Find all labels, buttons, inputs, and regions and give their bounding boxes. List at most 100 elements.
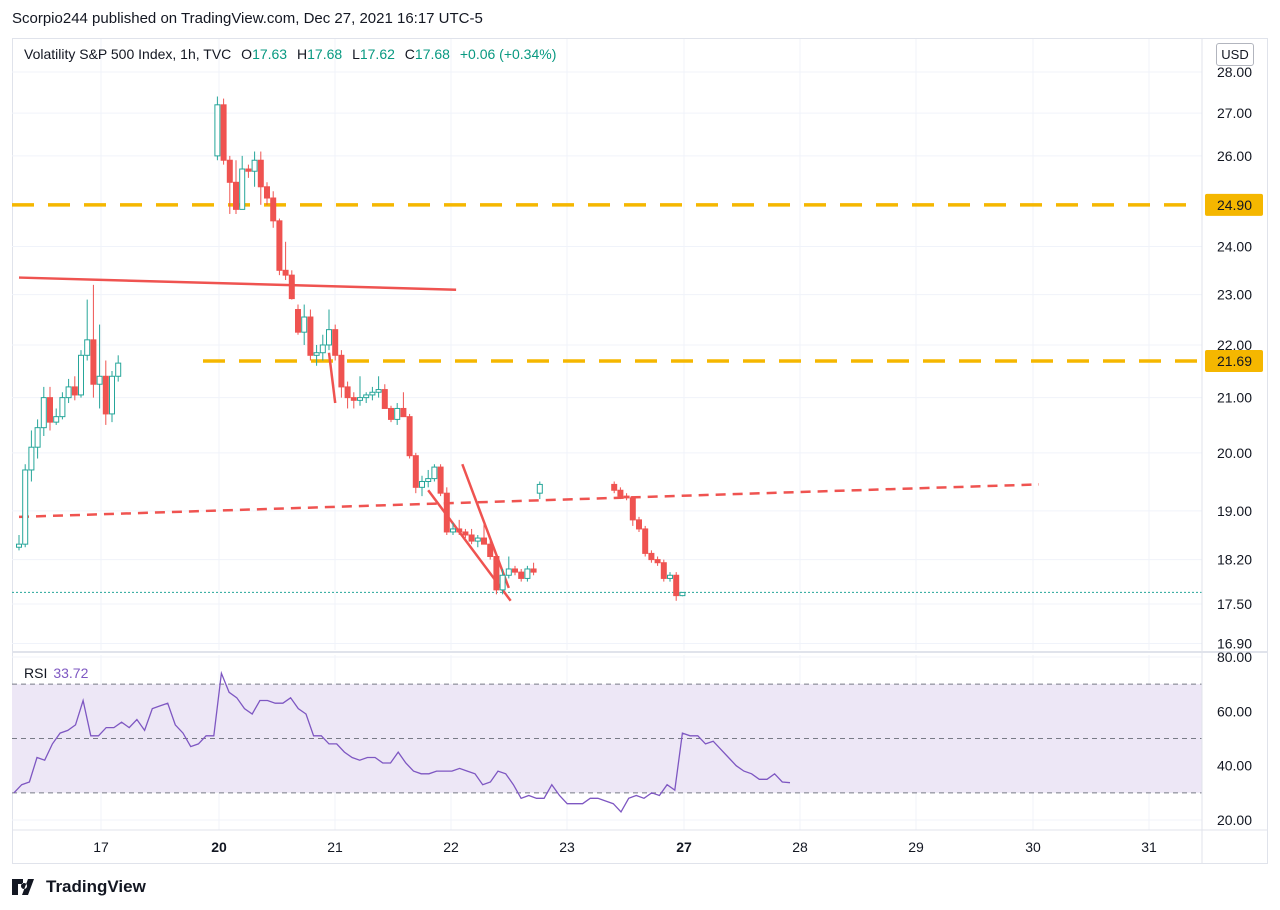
price-tick-label: 23.00 — [1217, 287, 1252, 303]
candle-body — [388, 407, 394, 420]
tradingview-logo[interactable]: TradingView — [12, 877, 146, 897]
change-value: +0.06 (+0.34%) — [459, 46, 557, 62]
price-tick-label: 17.50 — [1217, 596, 1252, 612]
candle-body — [357, 397, 363, 401]
candle-body — [505, 568, 512, 576]
candle-body — [251, 159, 258, 172]
chart-frame — [12, 38, 1268, 864]
candle-body — [474, 537, 481, 542]
rsi-value: 33.72 — [53, 665, 89, 681]
candle-body — [660, 562, 667, 579]
candle-body — [629, 497, 636, 521]
high-label: H — [297, 46, 308, 62]
price-tick-label: 19.00 — [1217, 503, 1252, 519]
candle-body — [102, 375, 109, 415]
trendline — [18, 276, 457, 291]
candle-body — [239, 168, 246, 210]
horizontal-levels: 24.90 21.69 — [12, 193, 1263, 593]
candle-body — [679, 591, 686, 597]
level-label-box — [1205, 350, 1263, 373]
time-tick-label: 17 — [93, 839, 109, 855]
candle-body — [381, 389, 388, 409]
open-label: O — [241, 46, 253, 62]
price-tick-label: 26.00 — [1217, 148, 1252, 164]
currency-button[interactable]: USD — [1216, 43, 1254, 66]
candle-body — [28, 446, 35, 471]
price-tick-label: 20.00 — [1217, 445, 1252, 461]
time-tick-label: 20 — [211, 839, 227, 855]
price-tick-label: 27.00 — [1217, 105, 1252, 121]
axes: 28.00 27.00 26.00 24.00 23.00 22.00 21.00 20.00… — [12, 39, 1268, 863]
candle-body — [84, 339, 91, 356]
candle-body — [16, 543, 22, 548]
candle-body — [468, 534, 475, 542]
candle-body — [499, 574, 506, 591]
candle-body — [481, 537, 487, 545]
candle-body — [214, 104, 221, 157]
candle-body — [443, 492, 450, 533]
candle-body — [319, 344, 326, 354]
rsi-tick-label: 60.00 — [1217, 703, 1252, 719]
candle-body — [78, 354, 84, 396]
candle-body — [282, 269, 289, 276]
candle-body — [673, 574, 680, 597]
rsi-band — [12, 683, 1202, 794]
candle-body — [375, 389, 382, 393]
candle-body — [530, 568, 537, 573]
candle-body — [270, 197, 277, 222]
candle-body — [623, 495, 630, 499]
candle-body — [425, 478, 432, 483]
publisher-caption: Scorpio244 published on TradingView.com,… — [12, 10, 483, 27]
rsi-series — [13, 670, 791, 813]
time-tick-label: 28 — [792, 839, 808, 855]
candle-body — [245, 168, 252, 172]
candle-body — [636, 519, 642, 530]
candle-body — [40, 397, 47, 429]
rsi-tick-label: 80.00 — [1217, 649, 1252, 665]
candle-body — [326, 329, 332, 346]
candle-body — [462, 531, 469, 536]
close-label: C — [404, 46, 415, 62]
candle-body — [65, 386, 72, 399]
time-tick-label: 22 — [443, 839, 459, 855]
candle-body — [363, 394, 370, 399]
price-tick-label: 28.00 — [1217, 64, 1252, 80]
candle-body — [512, 568, 518, 573]
rsi-tick-label: 20.00 — [1217, 812, 1252, 828]
candle-body — [59, 397, 66, 418]
candle-body — [431, 466, 438, 480]
rsi-name: RSI — [24, 665, 48, 681]
candle-body — [648, 552, 655, 561]
candle-body — [264, 186, 270, 199]
candle-body — [611, 483, 618, 491]
level-label-box — [1205, 193, 1263, 216]
price-tick-label: 22.00 — [1217, 337, 1252, 353]
candle-body — [406, 416, 413, 457]
candle-body — [456, 528, 463, 533]
close-value: 17.68 — [414, 46, 450, 62]
candle-body — [71, 386, 78, 396]
candle-body — [307, 316, 314, 356]
trendline — [461, 463, 510, 589]
price-tick-label: 24.00 — [1217, 238, 1252, 254]
candle-body — [288, 274, 295, 300]
candle-body — [226, 159, 233, 183]
time-tick-label: 30 — [1025, 839, 1041, 855]
price-tick-label: 16.90 — [1217, 635, 1252, 651]
candle-body — [115, 362, 122, 377]
tradingview-logo-icon — [12, 879, 34, 895]
candle-body — [109, 375, 115, 415]
level-label: 24.90 — [1217, 197, 1252, 213]
candle-body — [642, 528, 649, 554]
candle-body — [400, 407, 407, 418]
candle-body — [301, 316, 308, 333]
candle-body — [344, 386, 351, 399]
candle-body — [96, 375, 103, 385]
trendline — [327, 352, 337, 404]
candle-body — [617, 489, 624, 497]
time-tick-label: 27 — [676, 839, 692, 855]
time-tick-label: 31 — [1141, 839, 1157, 855]
rsi-tick-label: 40.00 — [1217, 758, 1252, 774]
candle-body — [524, 568, 531, 579]
